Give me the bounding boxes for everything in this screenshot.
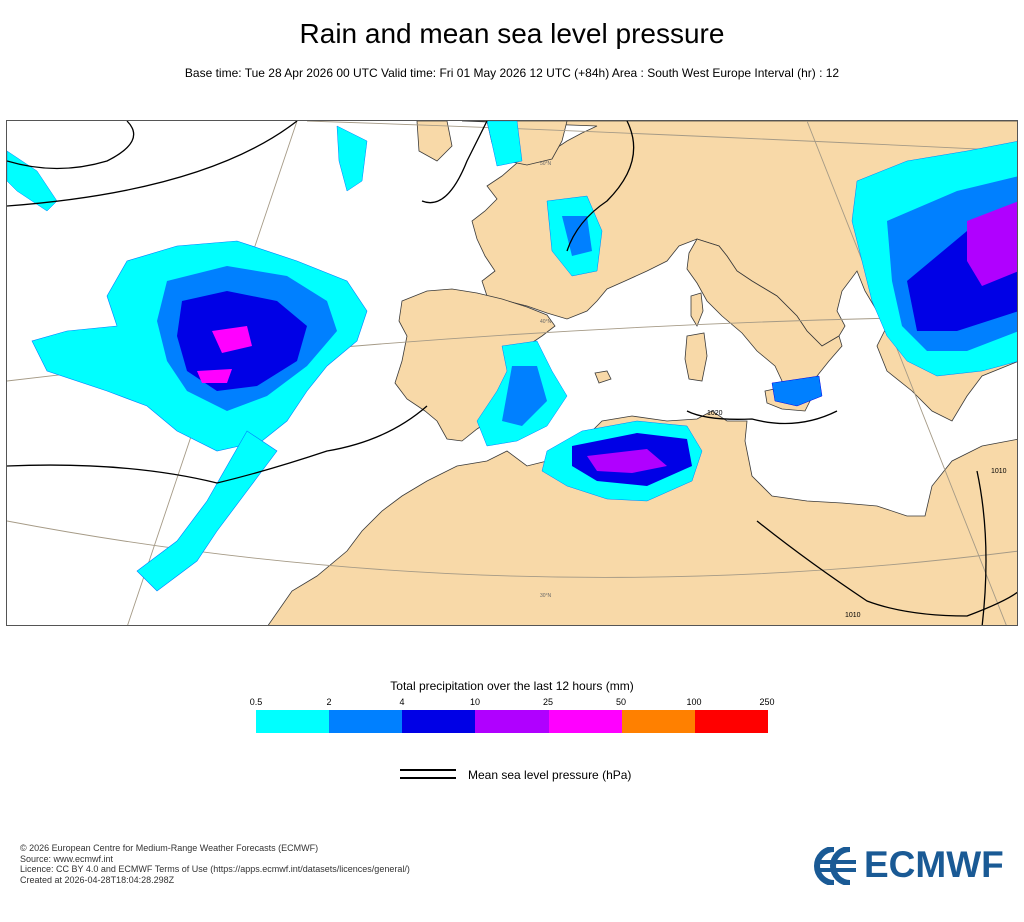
legend-tick: 2: [326, 697, 332, 707]
mslp-label: Mean sea level pressure (hPa): [468, 768, 632, 782]
footer-credits: © 2026 European Centre for Medium-Range …: [20, 843, 410, 885]
legend-swatch: [621, 710, 695, 733]
legend-tick: 0.5: [249, 697, 263, 707]
legend-colorbar: [256, 710, 768, 733]
rain-atlantic-intense: [197, 326, 252, 383]
footer-line: Created at 2026-04-28T18:04:28.298Z: [20, 874, 175, 885]
legend-swatch: [475, 710, 549, 733]
rain-balkans-intense: [967, 201, 1017, 286]
legend-tick: 25: [542, 697, 554, 707]
rain-atlantic-band: [136, 430, 278, 592]
isobar-6: [686, 410, 838, 425]
weather-map[interactable]: 1020 1010 1010 50°N 40°N 30°N: [6, 120, 1018, 626]
mslp-line-icon: [400, 777, 456, 779]
lat-label: 50°N: [540, 161, 552, 167]
isobar-1: [7, 121, 298, 207]
land-balearics: [594, 370, 612, 384]
footer-line: Source: www.ecmwf.int: [20, 853, 114, 864]
isobar-label: 1010: [991, 468, 1007, 475]
latitude-labels: 50°N 40°N 30°N: [540, 161, 552, 599]
legend-tick: 100: [686, 697, 702, 707]
isobar-5: [566, 121, 635, 252]
precipitation: [7, 121, 1017, 592]
isobar-labels: 1020 1010 1010: [707, 410, 1007, 619]
isobar-label: 1010: [845, 612, 861, 619]
chart-subtitle: Base time: Tue 28 Apr 2026 00 UTC Valid …: [184, 66, 840, 80]
legend-swatch: [256, 710, 330, 733]
lat-label: 40°N: [540, 319, 552, 325]
isobar-4: [421, 121, 488, 204]
land-corsica: [690, 292, 704, 327]
legend-swatch: [402, 710, 476, 733]
land-africa: [267, 410, 1017, 625]
ecmwf-logo-text: ECMWF: [864, 844, 1004, 885]
legend-tick: 250: [759, 697, 775, 707]
ecmwf-logo[interactable]: ECMWF: [812, 844, 1012, 886]
legend-title: Total precipitation over the last 12 hou…: [390, 679, 634, 693]
land-ireland: [416, 121, 453, 162]
chart-title: Rain and mean sea level pressure: [299, 18, 725, 49]
footer-line: Licence: CC BY 4.0 and ECMWF Terms of Us…: [20, 864, 410, 875]
isobar-3: [7, 121, 135, 170]
isobar-8: [976, 470, 987, 625]
isobar-2: [7, 405, 428, 484]
footer-line: © 2026 European Centre for Medium-Range …: [20, 843, 319, 853]
isobar-label: 1020: [707, 410, 723, 417]
mslp-line-icon: [400, 769, 456, 771]
rain-algeria-heavy: [587, 449, 667, 473]
legend-swatch: [694, 710, 768, 733]
map-canvas: 1020 1010 1010 50°N 40°N 30°N: [7, 121, 1017, 625]
legend-tick: 50: [615, 697, 627, 707]
ecmwf-logo-icon: [814, 847, 856, 885]
legend-swatch: [329, 710, 403, 733]
lat-label: 30°N: [540, 593, 552, 599]
rain-iberia-mod: [502, 366, 547, 426]
isobars: [7, 121, 1017, 625]
isobar-7: [756, 520, 1017, 617]
legend-tick: 10: [469, 697, 481, 707]
land-sardinia: [684, 332, 708, 382]
legend-tick: 4: [399, 697, 405, 707]
legend-swatch: [548, 710, 622, 733]
rain-sicily: [771, 375, 823, 407]
